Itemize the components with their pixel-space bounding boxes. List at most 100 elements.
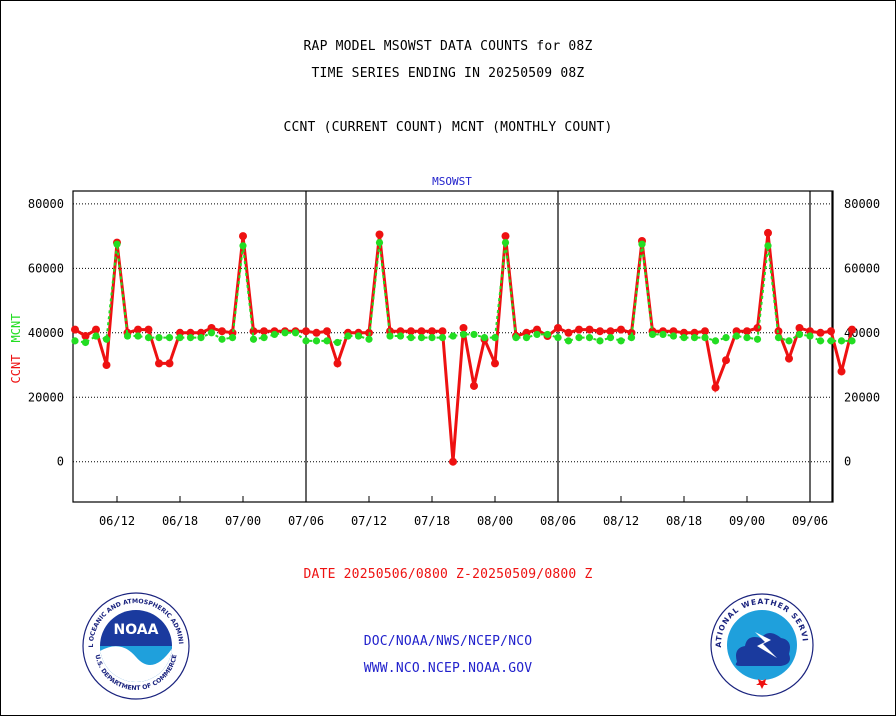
chart-title-line2: TIME SERIES ENDING IN 20250509 08Z xyxy=(311,66,585,81)
data-point-ccnt xyxy=(795,323,804,332)
x-tick-label: 09/00 xyxy=(729,514,765,528)
data-point-mcnt xyxy=(543,330,552,339)
x-tick-label: 07/18 xyxy=(414,514,450,528)
data-point-mcnt xyxy=(585,334,594,342)
data-point-ccnt xyxy=(711,383,720,392)
data-point-ccnt xyxy=(701,327,709,336)
data-point-mcnt xyxy=(260,334,268,342)
data-point-mcnt xyxy=(291,329,300,337)
data-point-mcnt xyxy=(449,332,457,340)
data-point-ccnt xyxy=(816,328,825,337)
chart-title-line1: RAP MODEL MSOWST DATA COUNTS for 08Z xyxy=(303,39,593,54)
series-line-ccnt xyxy=(74,232,854,462)
y-tick-label-left: 0 xyxy=(57,455,64,469)
plot-area-frame xyxy=(72,190,834,503)
data-point-mcnt xyxy=(344,332,352,340)
data-point-mcnt xyxy=(564,337,573,345)
data-point-mcnt xyxy=(774,334,783,342)
chart-subtitle: CCNT (CURRENT COUNT) MCNT (MONTHLY COUNT… xyxy=(283,120,613,135)
data-point-mcnt xyxy=(627,334,636,342)
y-tick-label-left: 40000 xyxy=(28,326,64,340)
data-point-mcnt xyxy=(102,335,111,343)
data-point-mcnt xyxy=(470,330,478,339)
x-tick-label: 06/18 xyxy=(162,514,198,528)
data-point-mcnt xyxy=(438,334,447,342)
data-point-mcnt xyxy=(270,330,279,339)
data-point-ccnt xyxy=(239,232,247,241)
x-tick-label: 08/18 xyxy=(666,514,702,528)
x-tick-label: 07/00 xyxy=(225,514,261,528)
data-point-mcnt xyxy=(596,337,604,345)
data-point-mcnt xyxy=(648,330,657,339)
data-point-mcnt xyxy=(281,329,289,337)
data-point-mcnt xyxy=(522,334,531,342)
data-point-mcnt xyxy=(785,337,793,345)
data-point-mcnt xyxy=(459,330,468,339)
data-point-ccnt xyxy=(218,327,226,336)
data-point-mcnt xyxy=(365,335,373,343)
data-point-mcnt xyxy=(323,337,331,345)
data-point-mcnt xyxy=(638,240,646,248)
nws-logo: NATIONAL WEATHER SERVICE xyxy=(709,592,814,697)
data-point-ccnt xyxy=(407,327,415,336)
data-point-mcnt xyxy=(407,334,415,342)
data-point-ccnt xyxy=(260,327,268,336)
data-point-ccnt xyxy=(165,359,174,368)
data-point-mcnt xyxy=(848,337,856,345)
data-point-mcnt xyxy=(669,332,678,340)
data-point-mcnt xyxy=(732,332,741,340)
data-point-ccnt xyxy=(459,323,468,332)
date-range-label: DATE 20250506/0800 Z-20250509/0800 Z xyxy=(303,567,593,582)
data-point-ccnt xyxy=(417,327,426,336)
data-point-ccnt xyxy=(753,323,762,332)
y-tick-label-left: 60000 xyxy=(28,261,64,275)
data-point-mcnt xyxy=(218,335,226,343)
data-point-ccnt xyxy=(302,327,310,336)
data-point-ccnt xyxy=(585,325,594,334)
data-point-ccnt xyxy=(596,327,604,336)
data-point-mcnt xyxy=(396,332,405,340)
data-point-mcnt xyxy=(554,334,562,342)
x-tick-label: 09/06 xyxy=(792,514,828,528)
org-path-label: DOC/NOAA/NWS/NCEP/NCO xyxy=(363,634,533,649)
data-point-mcnt xyxy=(837,337,846,345)
data-point-ccnt xyxy=(743,327,751,336)
data-point-mcnt xyxy=(417,334,426,342)
data-point-mcnt xyxy=(302,337,310,345)
data-point-ccnt xyxy=(491,359,499,368)
data-point-mcnt xyxy=(701,334,709,342)
data-point-mcnt xyxy=(428,334,436,342)
data-point-mcnt xyxy=(753,335,762,343)
plot-label: MSOWST xyxy=(432,175,472,188)
data-point-ccnt xyxy=(312,328,321,337)
x-tick-label: 08/06 xyxy=(540,514,576,528)
data-point-mcnt xyxy=(480,334,489,342)
data-point-mcnt xyxy=(81,338,90,347)
data-point-mcnt xyxy=(354,332,363,340)
data-point-mcnt xyxy=(239,242,247,250)
data-point-ccnt xyxy=(764,228,772,237)
data-point-mcnt xyxy=(764,242,772,250)
data-point-ccnt xyxy=(575,325,583,334)
x-tick-label: 08/12 xyxy=(603,514,639,528)
data-point-mcnt xyxy=(659,330,667,339)
data-point-ccnt xyxy=(438,327,447,336)
data-point-mcnt xyxy=(186,334,195,342)
data-point-ccnt xyxy=(102,361,111,370)
data-point-mcnt xyxy=(113,240,121,248)
data-point-ccnt xyxy=(470,381,478,390)
data-point-mcnt xyxy=(711,337,720,345)
data-point-mcnt xyxy=(249,335,258,343)
data-point-mcnt xyxy=(690,334,699,342)
y-tick-label-right: 0 xyxy=(844,455,851,469)
data-point-ccnt xyxy=(144,325,153,334)
data-point-ccnt xyxy=(333,359,342,368)
data-point-mcnt xyxy=(207,329,216,337)
data-point-mcnt xyxy=(134,332,142,340)
data-point-ccnt xyxy=(827,327,835,336)
data-point-mcnt xyxy=(575,334,583,342)
y-tick-label-left: 80000 xyxy=(28,197,64,211)
data-point-mcnt xyxy=(312,337,321,345)
data-point-mcnt xyxy=(491,334,499,342)
